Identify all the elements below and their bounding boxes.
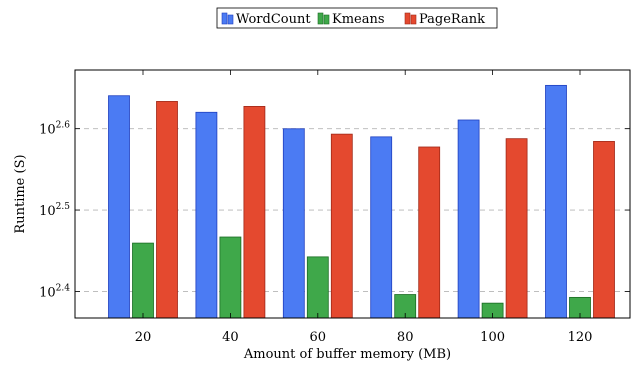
bar-wordcount-60 [282,128,305,319]
bar-pagerank-20 [156,101,178,319]
x-tick-label-40: 40 [222,330,239,345]
legend-swatch-wordcount-b [227,14,234,25]
bar-wordcount-80 [370,136,393,319]
legend-label-kmeans: Kmeans [332,12,385,27]
axes [74,69,631,319]
bar-pagerank-80 [418,146,441,319]
bar-pagerank-100 [505,138,528,319]
bar-wordcount-20 [108,95,130,319]
x-tick-label-60: 60 [310,330,327,345]
bars [108,84,615,319]
plot-frame [74,69,631,319]
bar-pagerank-40 [243,106,266,319]
legend-swatch-kmeans-b [323,14,330,25]
bar-kmeans-40 [219,236,242,319]
x-tick-label-80: 80 [397,330,414,345]
legend-swatch-pagerank-a [404,12,411,25]
legend-swatch-wordcount-a [221,12,228,25]
bar-wordcount-120 [545,84,567,319]
legend-label-wordcount: WordCount [236,12,311,27]
legend-swatch-pagerank-b [410,14,417,25]
y-tick-label-2: 102.6 [39,121,70,138]
legend: WordCount Kmeans PageRank [216,7,498,29]
bar-wordcount-100 [457,119,480,319]
tick-labels: 102.4 102.5 102.6 20 40 60 80 100 120 [39,121,592,345]
x-axis-label: Amount of buffer memory (MB) [243,347,451,362]
bar-wordcount-40 [195,111,218,319]
bar-kmeans-60 [306,256,329,319]
x-tick-label-120: 120 [568,330,593,345]
y-axis-label: Runtime (S) [13,154,28,233]
bar-pagerank-120 [593,141,615,319]
legend-box [216,7,498,29]
y-tick-label-1: 102.5 [39,202,70,219]
bar-pagerank-60 [330,133,353,319]
x-tick-label-20: 20 [135,330,152,345]
bar-kmeans-20 [132,242,154,319]
x-tick-label-100: 100 [480,330,505,345]
legend-label-pagerank: PageRank [419,12,485,27]
y-tick-label-0: 102.4 [39,283,70,300]
legend-swatch-kmeans-a [317,12,324,25]
